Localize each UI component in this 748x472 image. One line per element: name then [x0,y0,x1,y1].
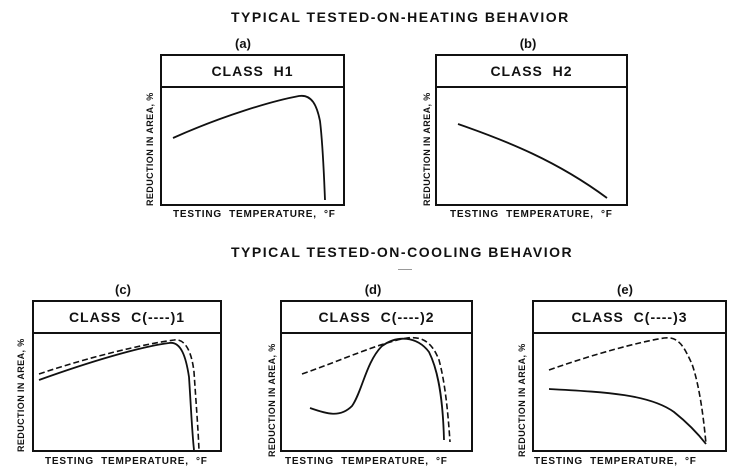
x-axis-label: TESTING TEMPERATURE, °F [45,456,208,467]
heading-heating: TYPICAL TESTED-ON-HEATING BEHAVIOR [231,9,570,25]
curve-solid [457,123,608,199]
y-axis-label: REDUCTION IN AREA, % [422,92,432,206]
curve-solid [309,337,445,441]
plot-area [34,332,220,450]
curve-solid [548,388,707,445]
x-axis-label: TESTING TEMPERATURE, °F [285,456,448,467]
heading-cooling: TYPICAL TESTED-ON-COOLING BEHAVIOR [231,244,574,260]
panel-label: (e) [617,282,633,297]
panel-label: (b) [519,36,537,51]
panel-frame: CLASS H1 [160,54,345,206]
panel-frame: CLASS C(----)2 [280,300,473,452]
panel-frame: CLASS C(----)3 [532,300,727,452]
curve-dashed [38,339,200,450]
x-axis-label: TESTING TEMPERATURE, °F [534,456,697,467]
panel-frame: CLASS C(----)1 [32,300,222,452]
y-axis-label: REDUCTION IN AREA, % [16,338,26,452]
panel-label: (d) [364,282,382,297]
y-axis-label: REDUCTION IN AREA, % [145,92,155,206]
class-title: CLASS H1 [162,56,343,88]
panel-b: (b) CLASS H2 REDUCTION IN AREA, % TESTIN… [420,36,630,222]
curve-dashed [301,336,451,443]
curve-solid [172,94,326,201]
panel-label: (c) [115,282,131,297]
panel-c: (c) CLASS C(----)1 REDUCTION IN AREA, % … [10,282,225,472]
panel-d: (d) CLASS C(----)2 REDUCTION IN AREA, % … [265,282,490,472]
class-title: CLASS C(----)3 [534,302,725,334]
x-axis-label: TESTING TEMPERATURE, °F [173,209,336,220]
class-title: CLASS H2 [437,56,626,88]
plot-area [162,86,343,204]
y-axis-label: REDUCTION IN AREA, % [267,343,277,457]
y-axis-label: REDUCTION IN AREA, % [517,343,527,457]
panel-e: (e) CLASS C(----)3 REDUCTION IN AREA, % … [510,282,745,472]
panel-frame: CLASS H2 [435,54,628,206]
plot-area [437,86,626,204]
divider-mark [398,269,412,270]
class-title: CLASS C(----)2 [282,302,471,334]
panel-label: (a) [235,36,251,51]
curve-dashed [548,337,707,445]
plot-area [282,332,471,450]
plot-area [534,332,725,450]
panel-a: (a) CLASS H1 REDUCTION IN AREA, % TESTIN… [140,36,350,222]
class-title: CLASS C(----)1 [34,302,220,334]
curve-solid [38,342,195,450]
x-axis-label: TESTING TEMPERATURE, °F [450,209,613,220]
